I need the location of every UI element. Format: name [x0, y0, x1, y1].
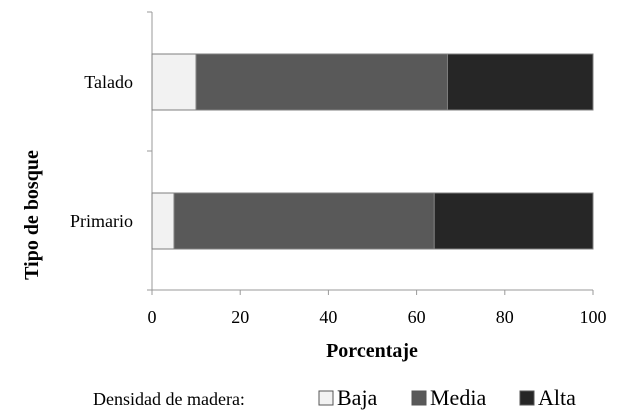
- legend-swatch-baja: [318, 390, 334, 406]
- category-labels-group: Talado Primario: [70, 72, 133, 231]
- legend-label-alta: Alta: [538, 385, 576, 410]
- x-tick-label: 60: [408, 307, 426, 327]
- bar-talado-baja: [151, 53, 197, 111]
- x-tick-label: 0: [148, 307, 157, 327]
- legend: Densidad de madera: Baja Media Alta: [93, 385, 576, 410]
- x-tick-label: 80: [496, 307, 514, 327]
- legend-swatch-media: [411, 390, 427, 406]
- legend-label-media: Media: [430, 385, 486, 410]
- x-tick-label: 40: [319, 307, 337, 327]
- category-label-primario: Primario: [70, 211, 133, 231]
- x-tick-label: 20: [231, 307, 249, 327]
- bar-primario-media: [173, 192, 435, 250]
- y-axis-title: Tipo de bosque: [21, 150, 43, 280]
- bar-talado-alta: [446, 53, 594, 111]
- legend-title: Densidad de madera:: [93, 389, 245, 409]
- category-label-talado: Talado: [84, 72, 133, 92]
- bar-primario-baja: [151, 192, 175, 250]
- bar-primario-alta: [433, 192, 594, 250]
- legend-label-baja: Baja: [337, 385, 378, 410]
- legend-swatch-alta: [519, 390, 535, 406]
- bars-group: [151, 53, 594, 250]
- bar-talado-media: [195, 53, 448, 111]
- x-axis-title: Porcentaje: [326, 340, 418, 362]
- x-tick-label: 100: [580, 307, 607, 327]
- x-ticks-group: 0 20 40 60 80 100: [148, 290, 607, 327]
